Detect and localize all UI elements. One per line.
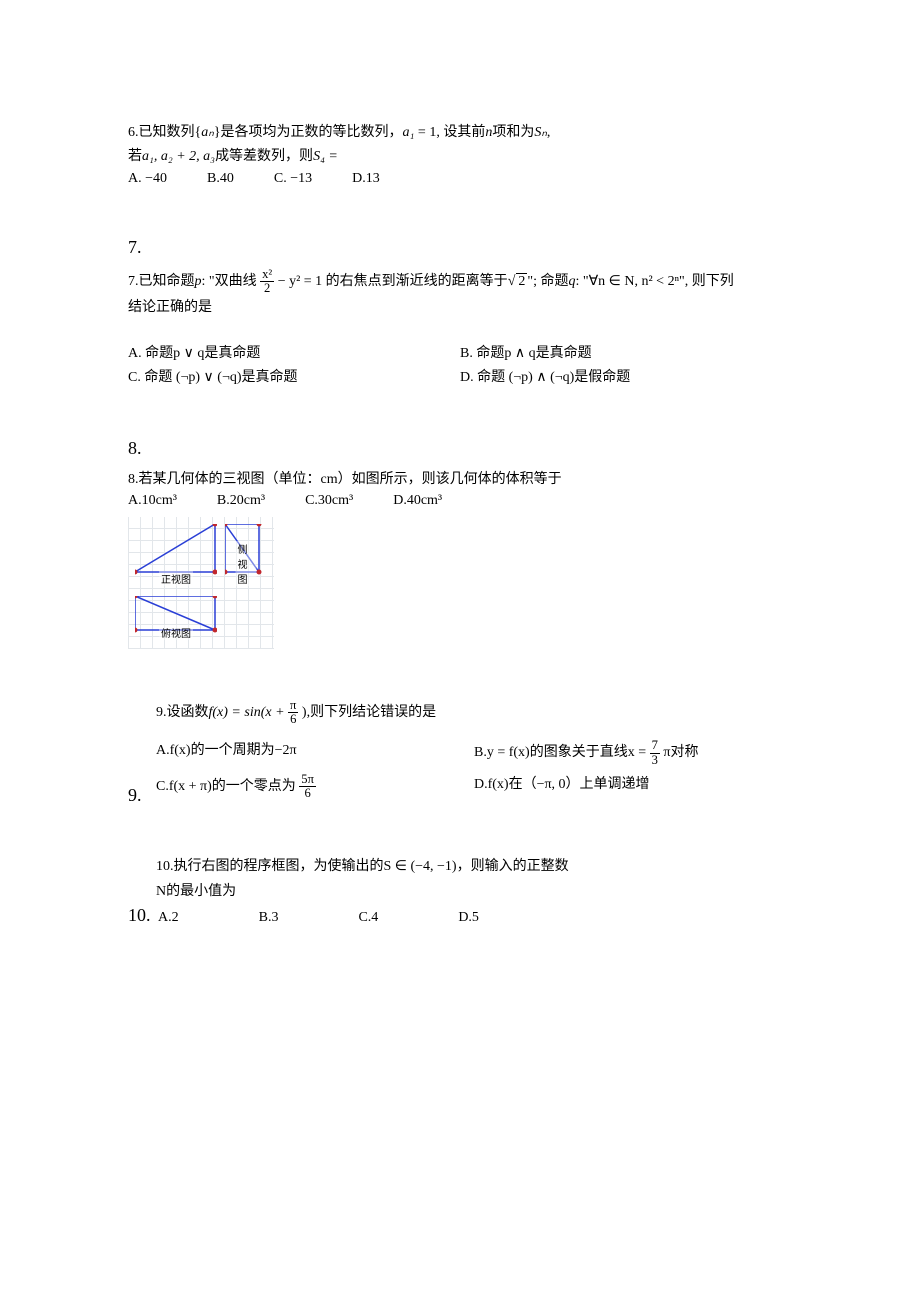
text: = 1, 设其前	[414, 125, 485, 140]
option-a: A.2	[158, 910, 179, 926]
var-sn: Sₙ	[534, 125, 547, 140]
fraction-7-3: 73	[650, 739, 660, 766]
three-view-figure: 正视图 侧视图	[128, 517, 274, 649]
option-a: A. 命题p ∨ q是真命题	[128, 342, 460, 362]
q7-options: A. 命题p ∨ q是真命题 B. 命题p ∧ q是真命题 C. 命题 (¬p)…	[128, 340, 792, 388]
text: 7.已知命题	[128, 274, 195, 289]
option-d: D.5	[458, 910, 479, 926]
denom: 3	[650, 754, 660, 767]
option-c: C.4	[358, 910, 378, 926]
q8-stem: 8.若某几何体的三视图（单位：cm）如图所示，则该几何体的体积等于	[128, 469, 792, 491]
q10-stem-line1: 10.执行右图的程序框图，为使输出的S ∈ (−4, −1)，则输入的正整数	[156, 856, 792, 878]
q9-stem: 9.设函数f(x) = sin(x + π6 ),则下列结论错误的是	[156, 699, 792, 726]
fraction-pi-6: π6	[288, 699, 298, 726]
q9-heading: 9.	[128, 785, 142, 806]
q7-stem-line1: 7.已知命题p: "双曲线 x²2 − y² = 1 的右焦点到渐近线的距离等于…	[128, 268, 792, 295]
empty-cell	[225, 596, 267, 642]
vertex-dot	[257, 570, 262, 575]
q6-stem-line1: 6.已知数列{aₙ}是各项均为正数的等比数列，a₁ = 1, 设其前n项和为Sₙ…	[128, 122, 792, 144]
q6-options: A. −40 B.40 C. −13 D.13	[128, 171, 792, 187]
front-view-label: 正视图	[159, 571, 193, 586]
option-b: B.y = f(x)的图象关于直线x = 73 π对称	[474, 739, 792, 766]
text: : "∀n ∈ N, n² < 2ⁿ", 则下列	[575, 274, 733, 289]
fraction-x2-2: x²2	[260, 268, 274, 295]
denom: 2	[260, 282, 274, 295]
fx: f(x) = sin(x +	[209, 705, 289, 720]
vertex-dot	[225, 570, 228, 575]
numer: 5π	[299, 773, 316, 787]
text: 成等差数列，则	[215, 149, 313, 164]
text: 项和为	[492, 125, 534, 140]
option-d: D.40cm³	[393, 493, 442, 509]
var-a1: a₁	[403, 125, 415, 140]
vertex-dot	[213, 596, 218, 599]
q6-stem-line2: 若a₁, a₂ + 2, a₃成等差数列，则S₄ =	[128, 146, 792, 168]
vertex-dot	[257, 524, 262, 527]
var-an: aₙ	[201, 125, 214, 140]
option-c: C.30cm³	[305, 493, 353, 509]
vertex-dot	[135, 596, 138, 599]
q7-heading: 7.	[128, 237, 792, 258]
option-c: C.f(x + π)的一个零点为 5π6	[156, 773, 474, 800]
vertex-dot	[213, 628, 218, 633]
option-c: C. 命题 (¬p) ∨ (¬q)是真命题	[128, 366, 460, 386]
option-d: D.f(x)在（−π, 0）上单调递增	[474, 773, 792, 800]
q10-bottom-row: 10. A.2 B.3 C.4 D.5	[128, 905, 792, 926]
side-view-label: 侧视图	[236, 541, 257, 586]
side-view: 侧视图	[225, 524, 267, 588]
option-a: A.f(x)的一个周期为−2π	[156, 739, 474, 766]
option-b: B. 命题p ∧ q是真命题	[460, 342, 792, 362]
var-p: p	[195, 274, 202, 289]
option-b: B.40	[207, 171, 234, 187]
denom: 6	[288, 713, 298, 726]
front-view: 正视图	[135, 524, 217, 588]
question-9: 9.设函数f(x) = sin(x + π6 ),则下列结论错误的是 A.f(x…	[128, 699, 792, 806]
top-view-label: 俯视图	[159, 625, 193, 640]
option-d: D.13	[352, 171, 380, 187]
text: B.y = f(x)的图象关于直线x =	[474, 745, 650, 760]
numer: π	[288, 699, 298, 713]
question-8: 8.若某几何体的三视图（单位：cm）如图所示，则该几何体的体积等于 A.10cm…	[128, 469, 792, 649]
option-b: B.20cm³	[217, 493, 265, 509]
q8-heading: 8.	[128, 438, 792, 459]
text: "; 命题	[527, 274, 568, 289]
question-6: 6.已知数列{aₙ}是各项均为正数的等比数列，a₁ = 1, 设其前n项和为Sₙ…	[128, 122, 792, 187]
vertex-dot	[213, 570, 218, 575]
option-b: B.3	[259, 910, 279, 926]
option-a: A.10cm³	[128, 493, 177, 509]
text: − y² = 1 的右焦点到渐近线的距离等于	[278, 274, 508, 289]
var-s4: S₄ =	[313, 149, 338, 164]
text: C.f(x + π)的一个零点为	[156, 779, 296, 794]
vertex-dot	[213, 524, 218, 527]
option-a: A. −40	[128, 171, 167, 187]
vertex-dot	[135, 628, 138, 633]
q8-options: A.10cm³ B.20cm³ C.30cm³ D.40cm³	[128, 493, 792, 509]
text: π对称	[663, 745, 698, 760]
top-view: 俯视图	[135, 596, 217, 642]
numer: 7	[650, 739, 660, 753]
option-d: D. 命题 (¬p) ∧ (¬q)是假命题	[460, 366, 792, 386]
terms: a₁, a₂ + 2, a₃	[142, 149, 215, 164]
question-10: 10.执行右图的程序框图，为使输出的S ∈ (−4, −1)，则输入的正整数 N…	[128, 856, 792, 926]
text: 6.已知数列{	[128, 125, 201, 140]
q10-stem-line2: N的最小值为	[156, 881, 792, 903]
fraction-5pi-6: 5π6	[299, 773, 316, 800]
denom: 6	[299, 787, 316, 800]
sqrt2: 2	[516, 273, 527, 289]
text: }是各项均为正数的等比数列，	[214, 125, 403, 140]
text: : "双曲线	[202, 274, 257, 289]
question-7: 7.已知命题p: "双曲线 x²2 − y² = 1 的右焦点到渐近线的距离等于…	[128, 268, 792, 388]
text: 若	[128, 149, 142, 164]
option-c: C. −13	[274, 171, 312, 187]
q7-stem-line2: 结论正确的是	[128, 297, 792, 319]
numer: x²	[260, 268, 274, 282]
text: ),则下列结论错误的是	[302, 705, 436, 720]
text: 9.设函数	[156, 705, 209, 720]
q10-heading: 10.	[128, 905, 151, 926]
q9-options: A.f(x)的一个周期为−2π B.y = f(x)的图象关于直线x = 73 …	[156, 736, 792, 803]
shape	[135, 524, 215, 572]
